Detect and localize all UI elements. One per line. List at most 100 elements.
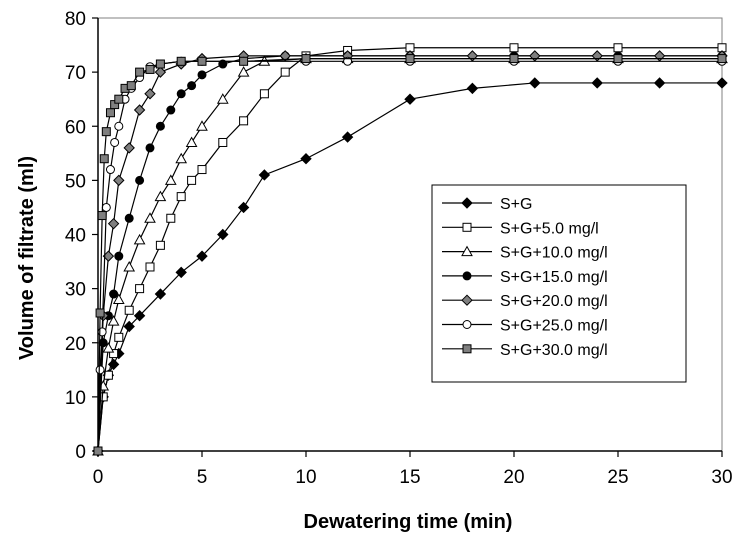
data-point (462, 222, 472, 232)
data-point (217, 228, 229, 241)
data-point (123, 320, 135, 333)
data-point (716, 77, 728, 89)
data-point (613, 43, 623, 53)
data-point (509, 54, 519, 64)
data-point (154, 288, 167, 300)
data-point (466, 82, 479, 95)
data-point (133, 233, 146, 245)
x-tick-label: 10 (295, 467, 316, 488)
data-point (166, 105, 176, 115)
legend: S+G S+G+5.0 mg/l S+G+10.0 mg/l S+G+15.0 mg/… (431, 184, 687, 383)
legend-label: S+G+5.0 mg/l (500, 220, 599, 237)
data-point (166, 213, 176, 223)
data-point (197, 165, 207, 175)
data-point (135, 67, 145, 77)
data-point (185, 136, 198, 147)
data-point (613, 54, 623, 64)
data-point (237, 201, 250, 214)
data-point (144, 88, 156, 100)
data-point (218, 137, 228, 147)
data-point (176, 56, 186, 66)
data-point (259, 89, 269, 99)
data-point (97, 211, 107, 221)
data-point (239, 116, 249, 126)
data-point (341, 131, 354, 143)
data-point (114, 251, 124, 261)
legend-label: S+G+10.0 mg/l (500, 245, 608, 262)
data-point (145, 64, 155, 74)
data-point (461, 245, 473, 257)
data-point (145, 262, 155, 272)
data-point (123, 142, 135, 154)
y-tick-label: 60 (65, 117, 86, 138)
data-point (462, 344, 472, 354)
legend-item: S+G (442, 196, 532, 213)
data-point (216, 93, 229, 104)
data-point (110, 137, 120, 147)
data-point (101, 127, 111, 137)
x-axis-title: Dewatering time (min) (304, 511, 513, 533)
data-point (343, 56, 353, 66)
data-point (102, 342, 115, 353)
y-tick-label: 10 (65, 388, 86, 409)
data-point (154, 190, 167, 202)
data-point (175, 152, 188, 164)
data-point (99, 154, 109, 164)
data-point (155, 240, 165, 250)
legend-label: S+G+15.0 mg/l (500, 269, 608, 286)
data-point (101, 202, 111, 212)
legend-label: S+G (500, 196, 532, 213)
data-point (155, 121, 165, 131)
data-point (187, 81, 197, 91)
data-point (461, 294, 473, 306)
data-point (196, 120, 208, 131)
data-point (93, 446, 103, 456)
data-point (123, 260, 136, 272)
data-point (280, 67, 290, 77)
data-point (591, 77, 603, 89)
data-point (197, 70, 207, 80)
legend-item: S+G+30.0 mg/l (442, 342, 608, 359)
y-tick-label: 50 (65, 171, 86, 192)
x-tick-label: 0 (93, 467, 104, 488)
data-point (218, 59, 228, 69)
data-point (509, 43, 519, 53)
legend-item: S+G+25.0 mg/l (442, 318, 608, 335)
data-point (239, 56, 249, 66)
data-point (124, 305, 134, 315)
data-point (717, 54, 727, 64)
y-tick-label: 70 (65, 63, 86, 84)
x-tick-label: 20 (503, 467, 524, 488)
data-point (176, 192, 186, 202)
data-point (105, 108, 115, 118)
data-point (462, 271, 472, 281)
data-point (124, 213, 134, 223)
data-point (114, 94, 124, 104)
data-point (113, 174, 125, 187)
data-point (529, 77, 541, 89)
data-point (133, 309, 146, 322)
y-tick-label: 40 (65, 226, 86, 247)
x-tick-label: 30 (711, 467, 732, 488)
legend-item: S+G+5.0 mg/l (442, 220, 599, 237)
data-point (126, 81, 136, 91)
data-point (98, 338, 108, 348)
x-tick-label: 15 (399, 467, 420, 488)
legend-label: S+G+25.0 mg/l (500, 318, 608, 335)
data-point (404, 93, 416, 105)
data-point (196, 250, 208, 262)
axes: 0 10 20 30 40 50 60 70 80 0 5 10 15 20 25 30 (65, 9, 733, 488)
data-point (107, 315, 120, 326)
data-point (112, 293, 125, 304)
data-point (109, 289, 119, 299)
x-tick-label: 5 (197, 467, 208, 488)
data-point (164, 174, 177, 185)
legend-label: S+G+20.0 mg/l (500, 293, 608, 310)
legend-item: S+G+15.0 mg/l (442, 269, 608, 286)
data-point (114, 121, 124, 131)
y-axis-title: Volume of filtrate (ml) (16, 156, 38, 360)
y-tick-label: 20 (65, 334, 86, 355)
data-point (197, 56, 207, 66)
data-point (176, 89, 186, 99)
